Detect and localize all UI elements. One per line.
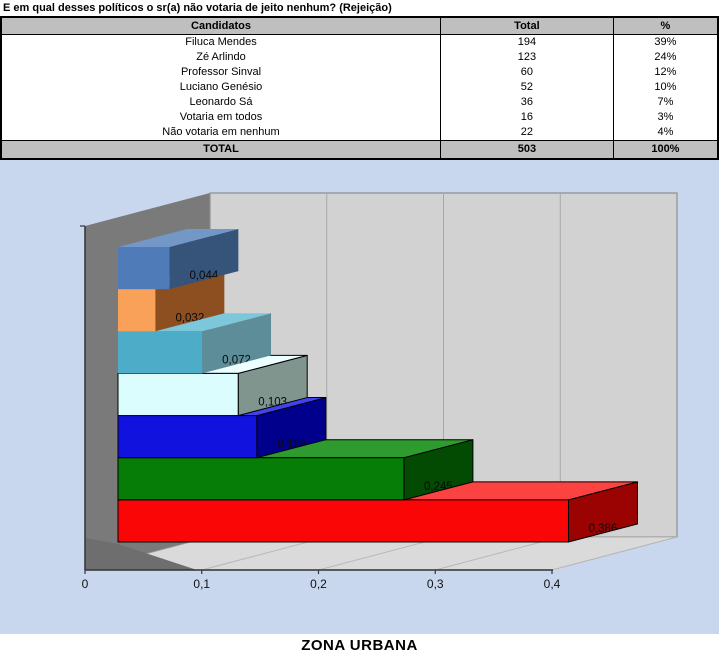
table-row: Leonardo Sá 36 7% — [1, 95, 718, 110]
table-cell: 100% — [612, 140, 718, 159]
table-cell: 12% — [612, 65, 718, 80]
table-cell: 39% — [612, 34, 718, 50]
chart-floor-gridline — [201, 536, 327, 571]
page-title: E em qual desses políticos o sr(a) não v… — [3, 2, 392, 14]
rejection-table: Candidatos Total% Filuca Mendes 194 39% Zé A… — [0, 16, 719, 160]
x-axis-tick-label: 0,1 — [193, 577, 210, 591]
table-cell: 4% — [612, 125, 718, 141]
bar3d-chart: 0 0,1 0,2 0,3 0,40,0440,0320,0720,1030,1190,… — [80, 192, 678, 591]
bar-front-face — [117, 499, 569, 543]
x-axis-tick-label: 0,2 — [310, 577, 327, 591]
table-cell: 194 — [440, 34, 614, 50]
chart-area: 0 0,1 0,2 0,3 0,4 0,044 0,032 0,072 0,103 0,119 0,… — [0, 160, 719, 634]
table-cell: 16 — [440, 110, 614, 125]
table-header-cell: % — [612, 17, 718, 35]
table-cell: 24% — [612, 50, 718, 65]
table-cell: 10% — [612, 80, 718, 95]
bar-front-face — [118, 289, 156, 332]
table-cell: TOTAL — [1, 140, 441, 159]
table-row: Zé Arlindo 123 24% — [1, 50, 718, 65]
table-row: Filuca Mendes 194 39% — [1, 34, 718, 50]
table-cell: 7% — [612, 95, 718, 110]
table-cell: Não votaria em nenhum — [162, 126, 280, 138]
table-header-cell: Total — [440, 17, 614, 35]
chart-floor-gridline — [318, 536, 444, 571]
table-cell: Filuca Mendes — [185, 36, 257, 48]
table-cell: 503 — [440, 140, 614, 159]
table-cell: Professor Sinval — [180, 66, 262, 78]
chart-floor-shadow — [86, 538, 197, 570]
table-header-cell: Candidatos — [1, 17, 441, 35]
table-row: Votaria em todos 16 3% — [1, 110, 718, 125]
x-axis-tick-label: 0,4 — [544, 577, 561, 591]
table-cell: 36 — [440, 95, 614, 110]
bar-front-face — [117, 372, 239, 417]
table-cell: Zé Arlindo — [196, 51, 246, 63]
x-axis-tick-label: 0 — [82, 577, 89, 591]
table-cell: 60 — [440, 65, 614, 80]
table-cell: Leonardo Sá — [189, 96, 253, 108]
table-header-row: Candidatos Total% — [1, 17, 718, 35]
table-cell: 22 — [440, 125, 614, 141]
table-total-row: TOTAL 503 100% — [1, 140, 718, 159]
bar-front-face — [117, 457, 405, 501]
bar-side-face — [202, 313, 272, 374]
table-cell: Votaria em todos — [179, 111, 263, 123]
chart-caption: ZONA URBANA — [301, 637, 418, 654]
x-axis-tick-label: 0,3 — [427, 577, 444, 591]
table-row: Professor Sinval 60 12% — [1, 65, 718, 80]
bar-front-face — [118, 247, 170, 290]
table-row: Luciano Genésio 52 10% — [1, 80, 718, 95]
table-row: Não votaria em nenhum 22 4% — [1, 125, 718, 141]
table-cell: Luciano Genésio — [179, 81, 263, 93]
table-cell: 3% — [612, 110, 718, 125]
bar-front-face — [118, 331, 203, 374]
chart-floor-gridline — [435, 536, 561, 571]
bar-top-face — [118, 229, 239, 247]
bar-front-face — [117, 415, 258, 459]
chart-floor-gridline — [551, 536, 678, 571]
bar-side-face — [169, 229, 239, 290]
table-cell: 52 — [440, 80, 614, 95]
table-cell: 123 — [440, 50, 614, 65]
